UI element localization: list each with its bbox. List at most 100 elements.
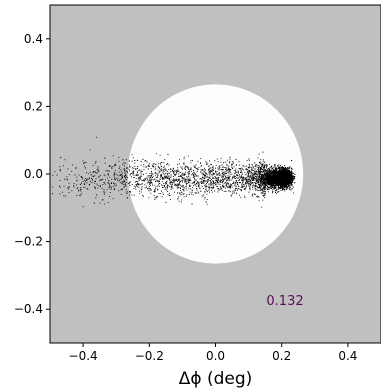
scatter-point	[161, 196, 163, 198]
scatter-point	[159, 154, 161, 156]
scatter-point	[125, 176, 127, 178]
scatter-point	[218, 189, 220, 191]
scatter-point	[283, 165, 285, 166]
scatter-point	[133, 177, 135, 179]
scatter-point	[233, 182, 235, 183]
scatter-point	[260, 182, 262, 184]
scatter-point	[155, 163, 156, 165]
scatter-point	[264, 173, 266, 175]
scatter-point	[158, 166, 159, 168]
scatter-point	[59, 185, 60, 187]
scatter-point	[254, 176, 256, 177]
scatter-point	[275, 176, 277, 178]
scatter-point	[270, 178, 272, 180]
scatter-point	[71, 170, 73, 172]
scatter-point	[268, 173, 269, 175]
scatter-point	[101, 179, 103, 181]
scatter-point	[209, 171, 211, 172]
scatter-point	[191, 203, 193, 205]
scatter-point	[202, 174, 204, 175]
scatter-point	[278, 182, 281, 184]
scatter-point	[88, 178, 90, 180]
scatter-point	[136, 171, 138, 173]
scatter-point	[193, 172, 195, 174]
scatter-point	[145, 165, 147, 167]
scatter-point	[181, 167, 183, 169]
scatter-point	[233, 190, 235, 192]
scatter-point	[268, 182, 270, 184]
scatter-point	[138, 176, 140, 178]
scatter-point	[169, 183, 171, 185]
scatter-point	[197, 175, 199, 177]
scatter-point	[215, 171, 217, 173]
scatter-point	[177, 183, 179, 185]
scatter-point	[205, 175, 207, 176]
scatter-point	[126, 191, 128, 193]
scatter-point	[137, 178, 139, 180]
scatter-point	[192, 176, 194, 178]
scatter-point	[234, 189, 236, 191]
scatter-point	[163, 165, 165, 167]
scatter-point	[228, 185, 230, 187]
scatter-point	[262, 175, 264, 177]
scatter-point	[255, 165, 257, 167]
scatter-point	[203, 171, 205, 173]
scatter-point	[267, 169, 269, 170]
scatter-point	[185, 178, 187, 180]
scatter-point	[153, 166, 155, 168]
scatter-point	[157, 173, 159, 175]
scatter-point	[218, 177, 220, 179]
scatter-point	[244, 178, 246, 180]
scatter-point	[59, 180, 61, 181]
scatter-point	[152, 175, 154, 177]
scatter-point	[229, 158, 231, 160]
scatter-point	[263, 166, 265, 168]
scatter-point	[270, 186, 272, 188]
scatter-point	[196, 189, 198, 191]
scatter-point	[270, 169, 272, 171]
scatter-point	[207, 180, 209, 182]
scatter-point	[268, 184, 270, 186]
scatter-point	[264, 176, 266, 178]
disk-layer	[127, 84, 304, 264]
scatter-point	[168, 172, 170, 174]
scatter-point	[263, 189, 265, 191]
scatter-point	[272, 184, 274, 186]
scatter-point	[260, 181, 262, 183]
scatter-point	[170, 180, 172, 182]
scatter-point	[120, 194, 122, 195]
scatter-point	[79, 194, 81, 196]
scatter-point	[172, 169, 174, 171]
scatter-point	[290, 183, 292, 185]
scatter-point	[263, 186, 265, 188]
scatter-point	[95, 178, 97, 180]
scatter-point	[213, 187, 215, 189]
scatter-point	[212, 183, 214, 185]
scatter-point	[132, 168, 134, 170]
scatter-point	[273, 182, 275, 184]
scatter-point	[242, 177, 244, 179]
scatter-point	[236, 189, 238, 191]
scatter-point	[219, 183, 221, 185]
scatter-point	[222, 169, 224, 170]
scatter-point	[188, 168, 190, 170]
scatter-point	[154, 197, 156, 199]
scatter-point	[271, 166, 272, 168]
scatter-point	[192, 170, 194, 171]
scatter-point	[143, 163, 145, 165]
scatter-point	[247, 182, 249, 184]
scatter-point	[264, 172, 265, 174]
scatter-point	[108, 182, 110, 184]
scatter-point	[270, 171, 272, 172]
scatter-point	[273, 166, 275, 168]
scatter-point	[186, 194, 188, 196]
scatter-point	[175, 183, 176, 185]
scatter-point	[275, 172, 277, 174]
scatter-point	[217, 181, 218, 183]
scatter-point	[268, 171, 270, 172]
scatter-point	[54, 171, 56, 173]
scatter-point	[202, 182, 204, 184]
scatter-point	[201, 195, 203, 197]
scatter-point	[274, 177, 276, 179]
scatter-point	[184, 174, 186, 176]
